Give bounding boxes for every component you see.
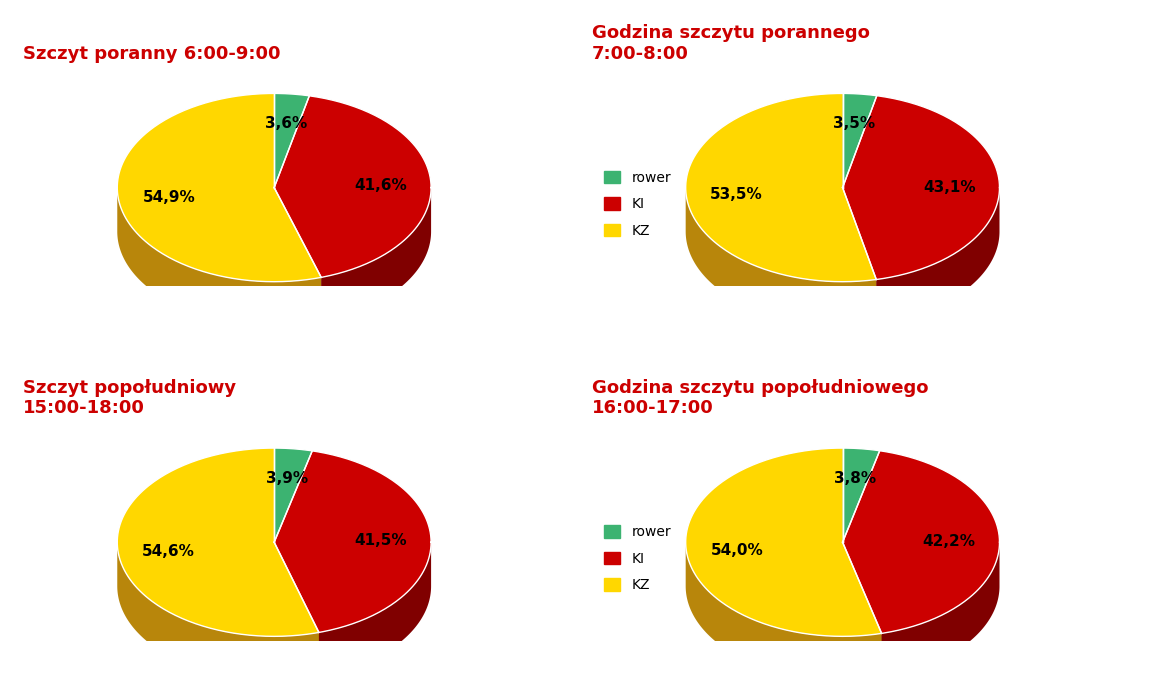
Polygon shape [274, 448, 312, 542]
Polygon shape [274, 451, 431, 632]
Text: Szczyt popołudniowy
15:00-18:00: Szczyt popołudniowy 15:00-18:00 [23, 378, 236, 418]
Polygon shape [686, 448, 882, 636]
Text: 42,2%: 42,2% [922, 535, 976, 549]
Text: 41,5%: 41,5% [355, 533, 407, 549]
Polygon shape [843, 187, 876, 323]
Polygon shape [117, 448, 319, 636]
Polygon shape [274, 542, 319, 676]
Polygon shape [274, 187, 321, 321]
Legend: rower, KI, KZ: rower, KI, KZ [598, 520, 676, 598]
Text: Godzina szczytu popołudniowego
16:00-17:00: Godzina szczytu popołudniowego 16:00-17:… [592, 378, 928, 418]
Polygon shape [274, 95, 431, 277]
Polygon shape [274, 542, 319, 676]
Polygon shape [319, 542, 431, 676]
Polygon shape [117, 188, 321, 325]
Polygon shape [843, 448, 880, 542]
Polygon shape [882, 543, 1000, 677]
Polygon shape [274, 93, 310, 187]
Text: 43,1%: 43,1% [922, 180, 976, 195]
Polygon shape [843, 451, 1000, 634]
Polygon shape [686, 543, 882, 680]
Polygon shape [876, 188, 1000, 323]
Polygon shape [843, 542, 882, 677]
Polygon shape [686, 93, 876, 282]
Polygon shape [843, 542, 882, 677]
Polygon shape [274, 187, 321, 321]
Polygon shape [843, 95, 1000, 279]
Text: Godzina szczytu porannego
7:00-8:00: Godzina szczytu porannego 7:00-8:00 [592, 24, 869, 63]
Polygon shape [321, 187, 431, 321]
Text: 3,6%: 3,6% [265, 116, 307, 132]
Text: 54,0%: 54,0% [710, 543, 763, 558]
Polygon shape [843, 187, 876, 323]
Text: 3,9%: 3,9% [266, 471, 309, 487]
Legend: rower, KI, KZ: rower, KI, KZ [598, 165, 676, 243]
Text: 54,9%: 54,9% [142, 190, 195, 205]
Text: 54,6%: 54,6% [142, 544, 195, 559]
Polygon shape [843, 93, 876, 187]
Polygon shape [686, 187, 876, 325]
Text: 3,5%: 3,5% [833, 116, 875, 132]
Polygon shape [117, 93, 321, 282]
Text: 3,8%: 3,8% [835, 471, 876, 486]
Text: 53,5%: 53,5% [710, 187, 763, 202]
Text: Szczyt poranny 6:00-9:00: Szczyt poranny 6:00-9:00 [23, 45, 281, 63]
Polygon shape [117, 542, 319, 680]
Text: 41,6%: 41,6% [355, 178, 407, 192]
